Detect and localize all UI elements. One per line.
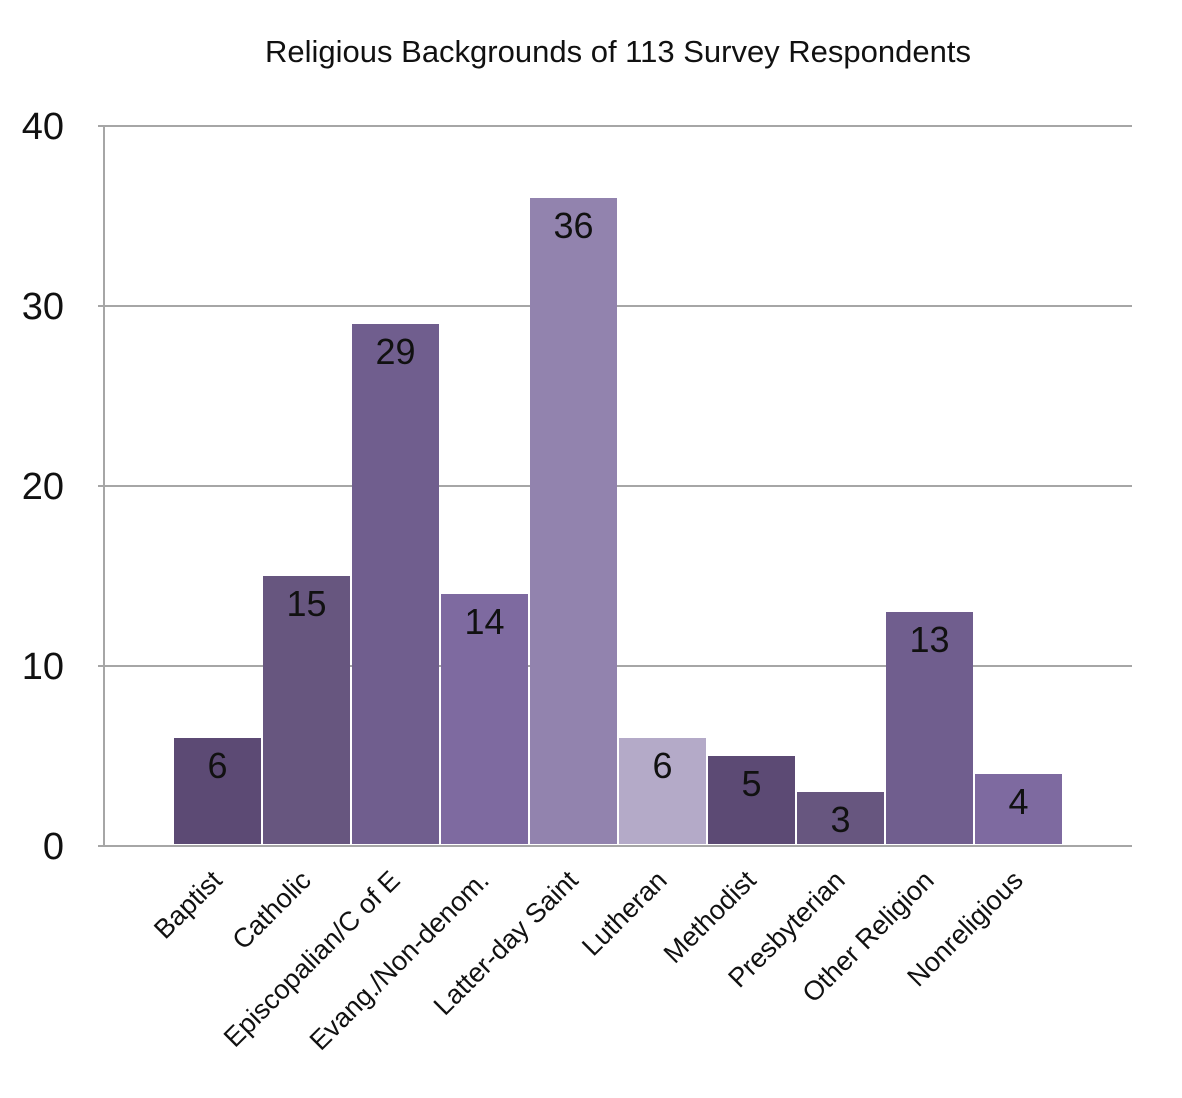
x-tick-label: Catholic <box>227 865 317 955</box>
data-label: 15 <box>286 583 326 624</box>
chart-title: Religious Backgrounds of 113 Survey Resp… <box>265 34 971 69</box>
bar <box>263 576 350 844</box>
y-tick-label: 30 <box>22 286 64 328</box>
data-label: 6 <box>207 745 227 786</box>
y-tick-label: 0 <box>43 826 64 868</box>
x-tick-label: Baptist <box>148 865 228 945</box>
data-labels: 6 15 29 14 36 6 5 3 13 4 <box>207 205 1028 840</box>
data-label: 6 <box>652 745 672 786</box>
bar <box>975 774 1062 844</box>
data-label: 13 <box>909 619 949 660</box>
bar <box>352 324 439 844</box>
bar <box>797 792 884 844</box>
y-tick-label: 40 <box>22 106 64 148</box>
bar <box>174 738 261 844</box>
data-label: 14 <box>464 601 504 642</box>
bars <box>174 198 1062 844</box>
gridlines <box>104 125 1132 667</box>
data-label: 4 <box>1008 781 1028 822</box>
data-label: 36 <box>553 205 593 246</box>
bar <box>886 612 973 844</box>
axes <box>98 125 1132 847</box>
y-tick-labels: 0 10 20 30 40 <box>22 106 64 868</box>
x-tick-label: Episcopalian/C of E <box>218 865 406 1053</box>
bar <box>708 756 795 844</box>
data-label: 5 <box>741 763 761 804</box>
y-tick-label: 10 <box>22 646 64 688</box>
bar <box>619 738 706 844</box>
data-label: 29 <box>375 331 415 372</box>
y-tick-label: 20 <box>22 466 64 508</box>
data-label: 3 <box>830 799 850 840</box>
bar <box>530 198 617 844</box>
bar <box>441 594 528 844</box>
